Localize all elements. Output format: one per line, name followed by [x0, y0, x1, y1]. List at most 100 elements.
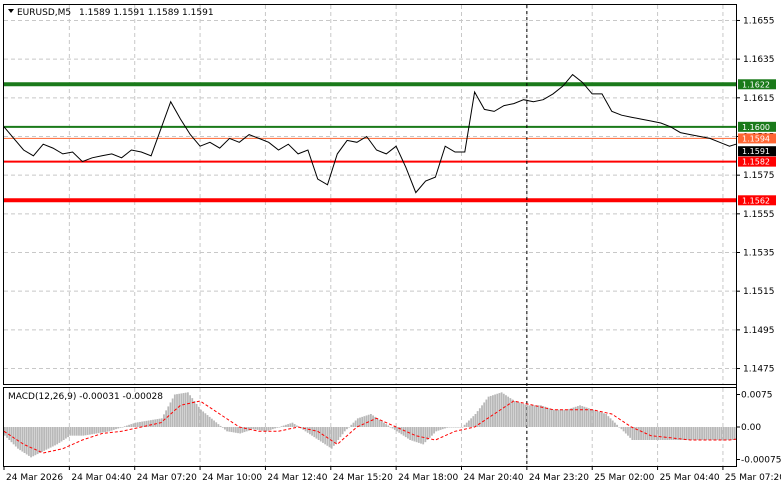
macd-bar — [572, 407, 575, 427]
macd-bar — [309, 427, 311, 435]
macd-bar — [522, 403, 525, 427]
macd-bar — [182, 393, 185, 427]
macd-bar — [261, 427, 263, 431]
macd-bar — [256, 427, 259, 430]
macd-bar — [43, 427, 46, 451]
macd-bar — [147, 420, 150, 427]
macd-bar — [60, 427, 63, 442]
macd-bar — [263, 427, 266, 431]
macd-bar — [241, 427, 244, 433]
macd-bar — [450, 427, 453, 428]
y-tick-label: 1.1495 — [743, 326, 775, 336]
macd-bar — [441, 427, 444, 430]
macd-bar — [51, 427, 54, 447]
macd-bar — [156, 419, 159, 427]
y-tick-label: 1.1475 — [743, 365, 775, 375]
macd-bar — [230, 427, 233, 433]
macd-bar — [128, 424, 130, 427]
macd-bar — [269, 427, 272, 430]
macd-bar — [313, 427, 316, 438]
macd-bar — [722, 427, 725, 440]
macd-bar — [319, 427, 322, 442]
macd-bar — [696, 427, 699, 440]
macd-bar — [134, 422, 137, 427]
macd-bar — [570, 408, 573, 427]
macd-bar — [518, 402, 520, 427]
macd-bar — [245, 427, 248, 432]
macd-bar — [23, 427, 26, 453]
macd-bar — [41, 427, 43, 452]
macd-bar — [332, 427, 335, 446]
x-tick-label: 24 Mar 20:40 — [464, 473, 524, 483]
macd-bar — [557, 409, 560, 427]
x-tick-label: 24 Mar 15:20 — [333, 473, 393, 483]
macd-bar — [204, 413, 207, 427]
macd-bar — [202, 411, 205, 427]
x-tick-label: 24 Mar 23:20 — [529, 473, 589, 483]
macd-bar — [631, 427, 634, 440]
macd-bar — [537, 405, 540, 427]
macd-bar — [422, 427, 425, 445]
macd-bar — [239, 427, 242, 434]
macd-bar — [145, 420, 148, 427]
macd-bar — [642, 427, 645, 440]
macd-title: MACD(12,26,9) -0.00031 -0.00028 — [8, 392, 163, 402]
macd-bar — [337, 427, 340, 440]
macd-bar — [611, 420, 614, 427]
macd-bar — [276, 427, 279, 428]
macd-bar — [317, 427, 320, 440]
macd-bar — [293, 424, 296, 427]
macd-bar — [553, 409, 555, 427]
macd-bar — [200, 409, 202, 427]
macd-bar — [637, 427, 640, 440]
macd-bar — [34, 427, 37, 456]
symbol-label[interactable]: EURUSD,M5 — [17, 8, 71, 18]
macd-bar — [165, 410, 168, 427]
macd-bar — [709, 427, 712, 440]
macd-bar — [306, 427, 309, 433]
macd-bar — [73, 427, 76, 436]
macd-bar — [672, 427, 675, 440]
macd-bar — [520, 403, 523, 427]
macd-bar — [535, 405, 538, 427]
macd-bar — [356, 418, 359, 427]
macd-bar — [10, 427, 13, 443]
macd-bar — [461, 427, 464, 428]
macd-bar — [407, 427, 409, 439]
macd-bar — [160, 418, 163, 427]
macd-bar — [539, 405, 542, 427]
macd-bar — [180, 393, 183, 427]
macd-bar — [141, 421, 144, 427]
macd-bar — [694, 427, 697, 440]
macd-bar — [197, 406, 200, 427]
macd-bar — [483, 402, 486, 427]
macd-bar — [62, 427, 65, 440]
macd-bar — [563, 409, 566, 427]
macd-bar — [653, 427, 656, 440]
macd-bar — [415, 427, 418, 443]
macd-bar — [367, 414, 370, 427]
macd-bar — [622, 427, 625, 432]
macd-bar — [91, 427, 93, 435]
macd-bar — [278, 427, 281, 428]
macd-bar — [590, 408, 592, 427]
macd-bar — [14, 427, 17, 447]
macd-bar — [400, 427, 403, 435]
macd-bar — [618, 427, 621, 428]
macd-bar — [583, 406, 586, 427]
symbol-dropdown-icon[interactable] — [8, 9, 14, 13]
macd-bar — [350, 424, 353, 427]
macd-bar — [152, 419, 154, 427]
macd-bar — [38, 427, 41, 453]
macd-bar — [478, 408, 481, 427]
macd-bar — [215, 422, 218, 427]
macd-bar — [361, 416, 364, 427]
macd-bar — [402, 427, 405, 436]
macd-bar — [576, 406, 579, 427]
level-label: 1.1622 — [742, 80, 770, 89]
macd-bar — [67, 427, 69, 438]
macd-bar — [104, 427, 107, 433]
macd-bar — [592, 409, 595, 427]
macd-bar — [426, 427, 429, 440]
macd-bar — [143, 421, 146, 427]
